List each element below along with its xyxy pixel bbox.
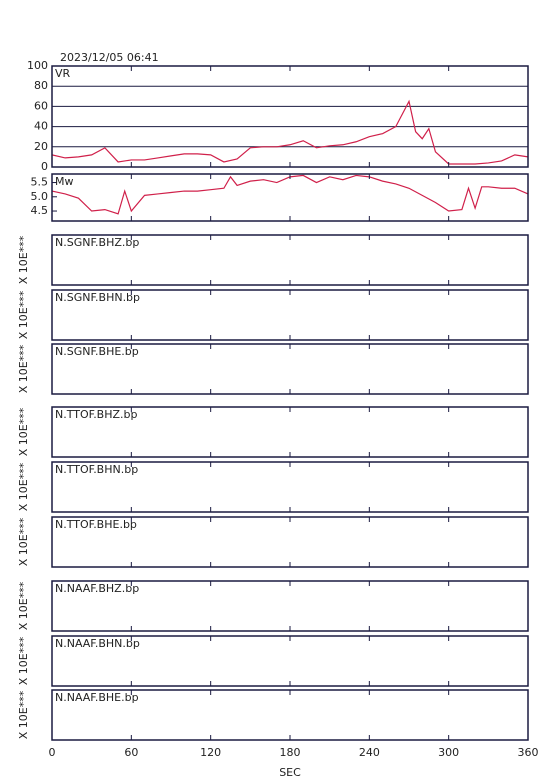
trace-y-label: X 10E***: [17, 407, 30, 456]
y-tick-label: 80: [34, 79, 48, 92]
trace-label: N.SGNF.BHZ.bp: [55, 236, 139, 249]
panel-title: Mw: [55, 175, 74, 188]
trace-label: N.TTOF.BHN.bp: [55, 463, 138, 476]
trace-y-label: X 10E***: [17, 517, 30, 566]
trace-y-label: X 10E***: [17, 290, 30, 339]
y-tick-label: 5.0: [31, 190, 49, 203]
trace-y-label: X 10E***: [17, 344, 30, 393]
x-tick-label: 0: [49, 746, 56, 759]
y-tick-label: 0: [41, 160, 48, 173]
x-tick-label: 300: [438, 746, 459, 759]
data-line: [51, 99, 529, 165]
x-tick-label: 360: [518, 746, 539, 759]
trace-label: N.NAAF.BHE.bp: [55, 691, 139, 704]
y-tick-label: 60: [34, 99, 48, 112]
y-tick-label: 40: [34, 120, 48, 133]
trace-label: N.TTOF.BHE.bp: [55, 518, 137, 531]
trace-y-label: X 10E***: [17, 690, 30, 739]
x-tick-label: 60: [124, 746, 138, 759]
trace-label: N.NAAF.BHN.bp: [55, 637, 140, 650]
y-tick-label: 5.5: [31, 176, 49, 189]
y-tick-label: 4.5: [31, 204, 49, 217]
y-tick-label: 100: [27, 59, 48, 72]
x-tick-label: 180: [280, 746, 301, 759]
x-tick-label: 120: [200, 746, 221, 759]
trace-label: N.NAAF.BHZ.bp: [55, 582, 139, 595]
panel-title: VR: [55, 67, 71, 80]
y-tick-label: 20: [34, 140, 48, 153]
trace-y-label: X 10E***: [17, 462, 30, 511]
x-tick-label: 240: [359, 746, 380, 759]
data-line: [51, 174, 529, 215]
x-axis-label: SEC: [279, 766, 301, 779]
trace-label: N.SGNF.BHN.bp: [55, 291, 140, 304]
trace-y-label: X 10E***: [17, 581, 30, 630]
trace-y-label: X 10E***: [17, 636, 30, 685]
trace-label: N.TTOF.BHZ.bp: [55, 408, 138, 421]
trace-y-label: X 10E***: [17, 235, 30, 284]
date-label: 2023/12/05 06:41: [60, 51, 159, 64]
trace-label: N.SGNF.BHE.bp: [55, 345, 139, 358]
panel-frame: [51, 65, 529, 168]
